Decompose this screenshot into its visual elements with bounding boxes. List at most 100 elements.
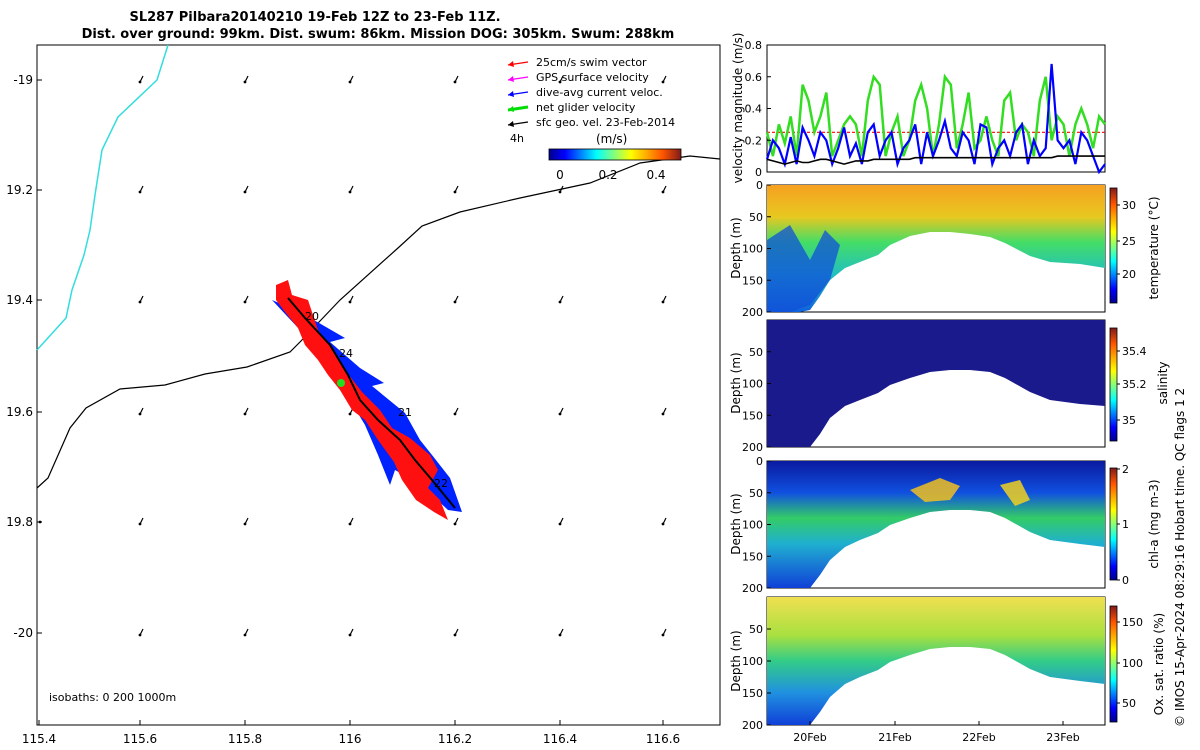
legend-arrowhead	[508, 76, 514, 82]
current-arrow-head	[138, 633, 142, 637]
current-arrow-head	[138, 412, 142, 416]
map-x-tick-label: 115.4	[22, 732, 56, 746]
map-x-tick-label: 115.8	[228, 732, 262, 746]
current-arrow-head	[138, 80, 142, 84]
current-arrow-head	[453, 80, 457, 84]
velocity-y-tick-label: 0.8	[745, 39, 763, 52]
isobath-black	[36, 155, 721, 489]
velocity-ylabel: velocity magnitude (m/s)	[731, 33, 745, 184]
depth-tick-label: 100	[742, 655, 763, 668]
current-arrow-head	[243, 522, 247, 526]
current-arrow-head	[453, 300, 457, 304]
time-tick-label: 22Feb	[962, 731, 995, 744]
current-arrow-head	[243, 300, 247, 304]
depth-tick-label: 150	[742, 274, 763, 287]
track-day-labels: 20 24 21 22	[305, 310, 448, 490]
legend-arrowhead	[508, 61, 514, 67]
oxygen-colorbar-ticks: 150 100 50	[1117, 616, 1143, 710]
temperature-panel: 0 50 100 150 200 Depth (m) 30 25 20 temperatur…	[729, 179, 1161, 319]
colorbar-tick-label: 0	[1122, 574, 1129, 587]
current-arrow-head	[348, 633, 352, 637]
colorbar-tick-label: 0.2	[598, 168, 617, 182]
salinity-y-ticks: 50 100 150 200	[742, 346, 771, 454]
map-legend: 25cm/s swim vector GPS surface velocity di…	[507, 56, 675, 129]
temperature-ylabel: Depth (m)	[729, 217, 743, 278]
depth-tick-label: 100	[742, 378, 763, 391]
title-line-1: SL287 Pilbara20140210 19-Feb 12Z to 23-F…	[129, 10, 500, 25]
current-arrow-head	[243, 190, 247, 194]
map-y-tick-label: 19.8	[6, 515, 33, 529]
velocity-series-line	[765, 63, 1106, 175]
temperature-cold-deep	[767, 225, 840, 312]
current-arrow-head	[348, 522, 352, 526]
current-arrow-head	[558, 412, 562, 416]
velocity-y-ticks: 0 0.2 0.4 0.6 0.8	[745, 39, 771, 179]
colorbar-tick-label: 50	[1122, 697, 1136, 710]
colorbar-tick-label: 2	[1122, 463, 1129, 476]
map-panel: 20 24 21 22 115.4 115.6 115.8 116 116.2 116.4 116…	[6, 44, 721, 746]
current-arrow-head	[348, 300, 352, 304]
salinity-panel: 50 100 150 200 Depth (m) 35.4 35.2 35 salinit…	[729, 319, 1170, 454]
velocity-y-tick-label: 0.2	[745, 134, 763, 147]
current-arrow-head	[453, 412, 457, 416]
oxygen-panel: 50 100 150 200 20Feb 21Feb 22Feb 23Feb Depth (…	[729, 596, 1166, 744]
depth-tick-label: 200	[742, 306, 763, 319]
salinity-field	[767, 320, 1105, 447]
velocity-y-tick-label: 0	[755, 166, 762, 179]
depth-tick-label: 200	[742, 719, 763, 732]
current-arrow-head	[661, 633, 665, 637]
current-arrow-head	[243, 412, 247, 416]
oxygen-ylabel: Depth (m)	[729, 630, 743, 691]
oxygen-cb-label: Ox. sat. ratio (%)	[1152, 613, 1166, 715]
current-arrow-head	[138, 190, 142, 194]
depth-tick-label: 50	[749, 487, 763, 500]
colorbar-tick-label: 100	[1122, 657, 1143, 670]
speed-colorbar	[548, 148, 682, 161]
colorbar-tick-label: 35	[1122, 414, 1136, 427]
map-x-tick-label: 116	[339, 732, 362, 746]
depth-tick-label: 100	[742, 519, 763, 532]
colorbar-tick-label: 1	[1122, 518, 1129, 531]
isobaths-label: isobaths: 0 200 1000m	[49, 691, 176, 704]
velocity-series	[765, 63, 1107, 175]
current-arrow-head	[243, 80, 247, 84]
map-axes-box	[36, 44, 721, 726]
depth-tick-label: 200	[742, 582, 763, 595]
depth-tick-label: 150	[742, 409, 763, 422]
current-arrow-head	[348, 190, 352, 194]
legend-arrowhead	[508, 106, 514, 112]
colorbar-title: (m/s)	[596, 132, 627, 146]
colorbar-tick-label: 30	[1122, 199, 1136, 212]
current-arrow-head	[558, 522, 562, 526]
map-y-ticks: -19 19.2 19.4 19.6 19.8 -20	[6, 73, 42, 640]
map-x-tick-label: 116.2	[438, 732, 472, 746]
colorbar-tick-label: 35.2	[1122, 378, 1147, 391]
colorbar-tick-label: 0.4	[646, 168, 665, 182]
legend-entry: sfc geo. vel. 23-Feb-2014	[536, 116, 675, 129]
net-velocity-marker	[337, 379, 345, 387]
legend-arrowhead	[508, 121, 514, 127]
colorbar-tick-label: 150	[1122, 616, 1143, 629]
current-arrow-head	[661, 412, 665, 416]
chlorophyll-patch-2	[1000, 480, 1030, 506]
salinity-colorbar-ticks: 35.4 35.2 35	[1117, 345, 1147, 427]
temperature-field	[767, 185, 1105, 312]
current-arrow-head	[661, 80, 665, 84]
map-y-tick-label: 19.2	[6, 183, 33, 197]
colorbar-tick-label: 20	[1122, 268, 1136, 281]
current-arrow-head	[661, 300, 665, 304]
colorbar-tick-label: 35.4	[1122, 345, 1147, 358]
current-arrow-head	[138, 522, 142, 526]
current-arrow-head	[453, 522, 457, 526]
net-track-black	[287, 297, 456, 509]
salinity-ylabel: Depth (m)	[729, 352, 743, 413]
legend-entry: dive-avg current veloc.	[536, 86, 663, 99]
time-tick-label: 23Feb	[1046, 731, 1079, 744]
time-tick-label: 20Feb	[793, 731, 826, 744]
current-arrow-head	[661, 522, 665, 526]
map-x-tick-label: 116.4	[543, 732, 577, 746]
day-label: 21	[398, 406, 412, 419]
legend-entry: 25cm/s swim vector	[536, 56, 647, 69]
oxygen-x-ticks: 20Feb 21Feb 22Feb 23Feb	[793, 721, 1080, 744]
